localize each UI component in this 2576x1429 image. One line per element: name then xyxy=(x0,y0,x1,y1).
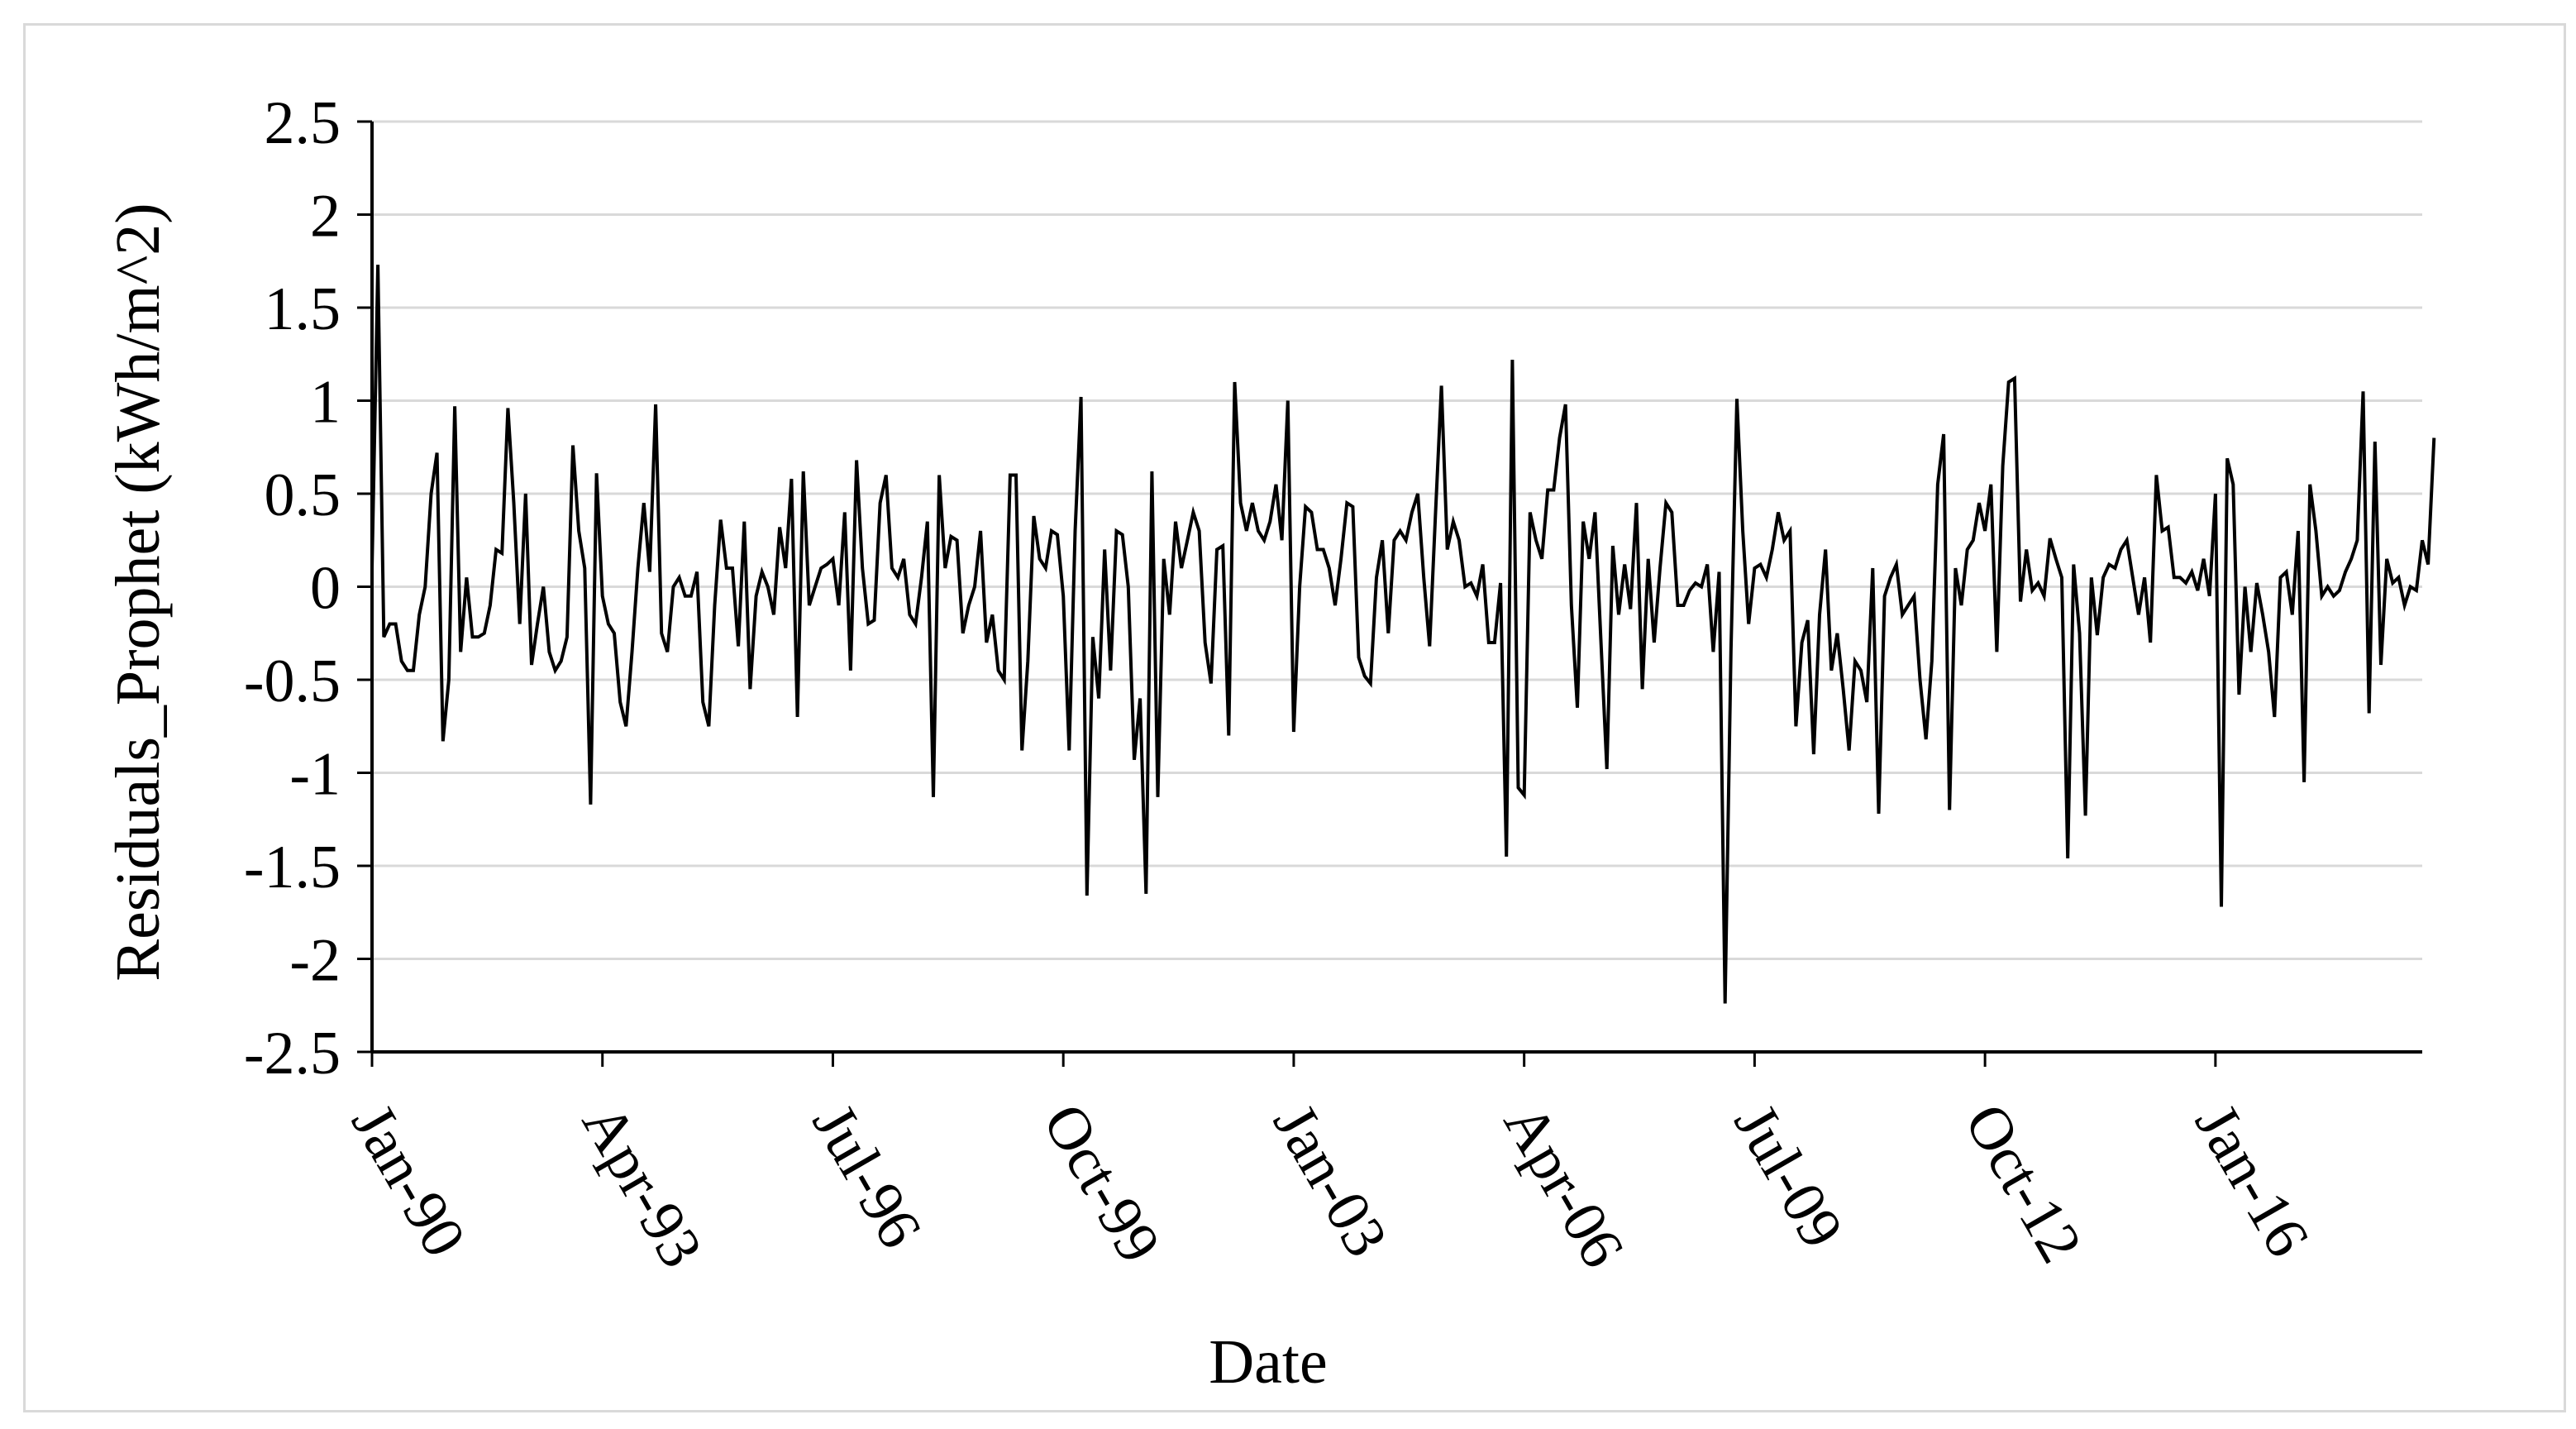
x-tick-label: Jul-96 xyxy=(799,1093,935,1259)
x-tick-label: Jul-09 xyxy=(1721,1093,1857,1259)
x-tick-label: Apr-93 xyxy=(569,1093,715,1279)
series-line xyxy=(370,265,2436,1004)
y-tick-label: -2.5 xyxy=(244,1020,341,1087)
x-tick-label: Jan-03 xyxy=(1260,1093,1400,1269)
y-tick-label: 0.5 xyxy=(265,461,341,529)
x-axis-title: Date xyxy=(1209,1327,1327,1397)
x-tick-label: Apr-06 xyxy=(1491,1093,1637,1279)
x-axis: Jan-90 Apr-93 Jul-96 Oct-99 Jan-03 Apr-06 Jul-… xyxy=(338,1050,2422,1279)
x-tick-label: Oct-99 xyxy=(1029,1093,1173,1274)
y-tick-label: -1 xyxy=(289,741,341,809)
x-tick-label: Jan-16 xyxy=(2182,1093,2322,1269)
y-tick-label: 0 xyxy=(310,555,341,623)
y-tick-label: -2 xyxy=(289,927,341,995)
x-tick-label: Oct-12 xyxy=(1951,1093,2095,1274)
gridlines xyxy=(372,120,2422,1054)
y-tick-label: 1 xyxy=(310,369,341,437)
y-tick-label: -0.5 xyxy=(244,648,341,715)
y-tick-label: 1.5 xyxy=(265,275,341,343)
x-tick-label: Jan-90 xyxy=(338,1093,479,1269)
y-axis: 2.5 2 1.5 1 0.5 0 -0.5 -1 -1.5 -2 -2.5 xyxy=(244,89,374,1087)
y-tick-label: 2.5 xyxy=(265,89,341,157)
series-layer xyxy=(370,265,2436,1004)
y-tick-label: -1.5 xyxy=(244,834,341,901)
y-tick-label: 2 xyxy=(310,183,341,251)
y-axis-title: Residuals_Prophet (kWh/m^2) xyxy=(103,203,173,981)
